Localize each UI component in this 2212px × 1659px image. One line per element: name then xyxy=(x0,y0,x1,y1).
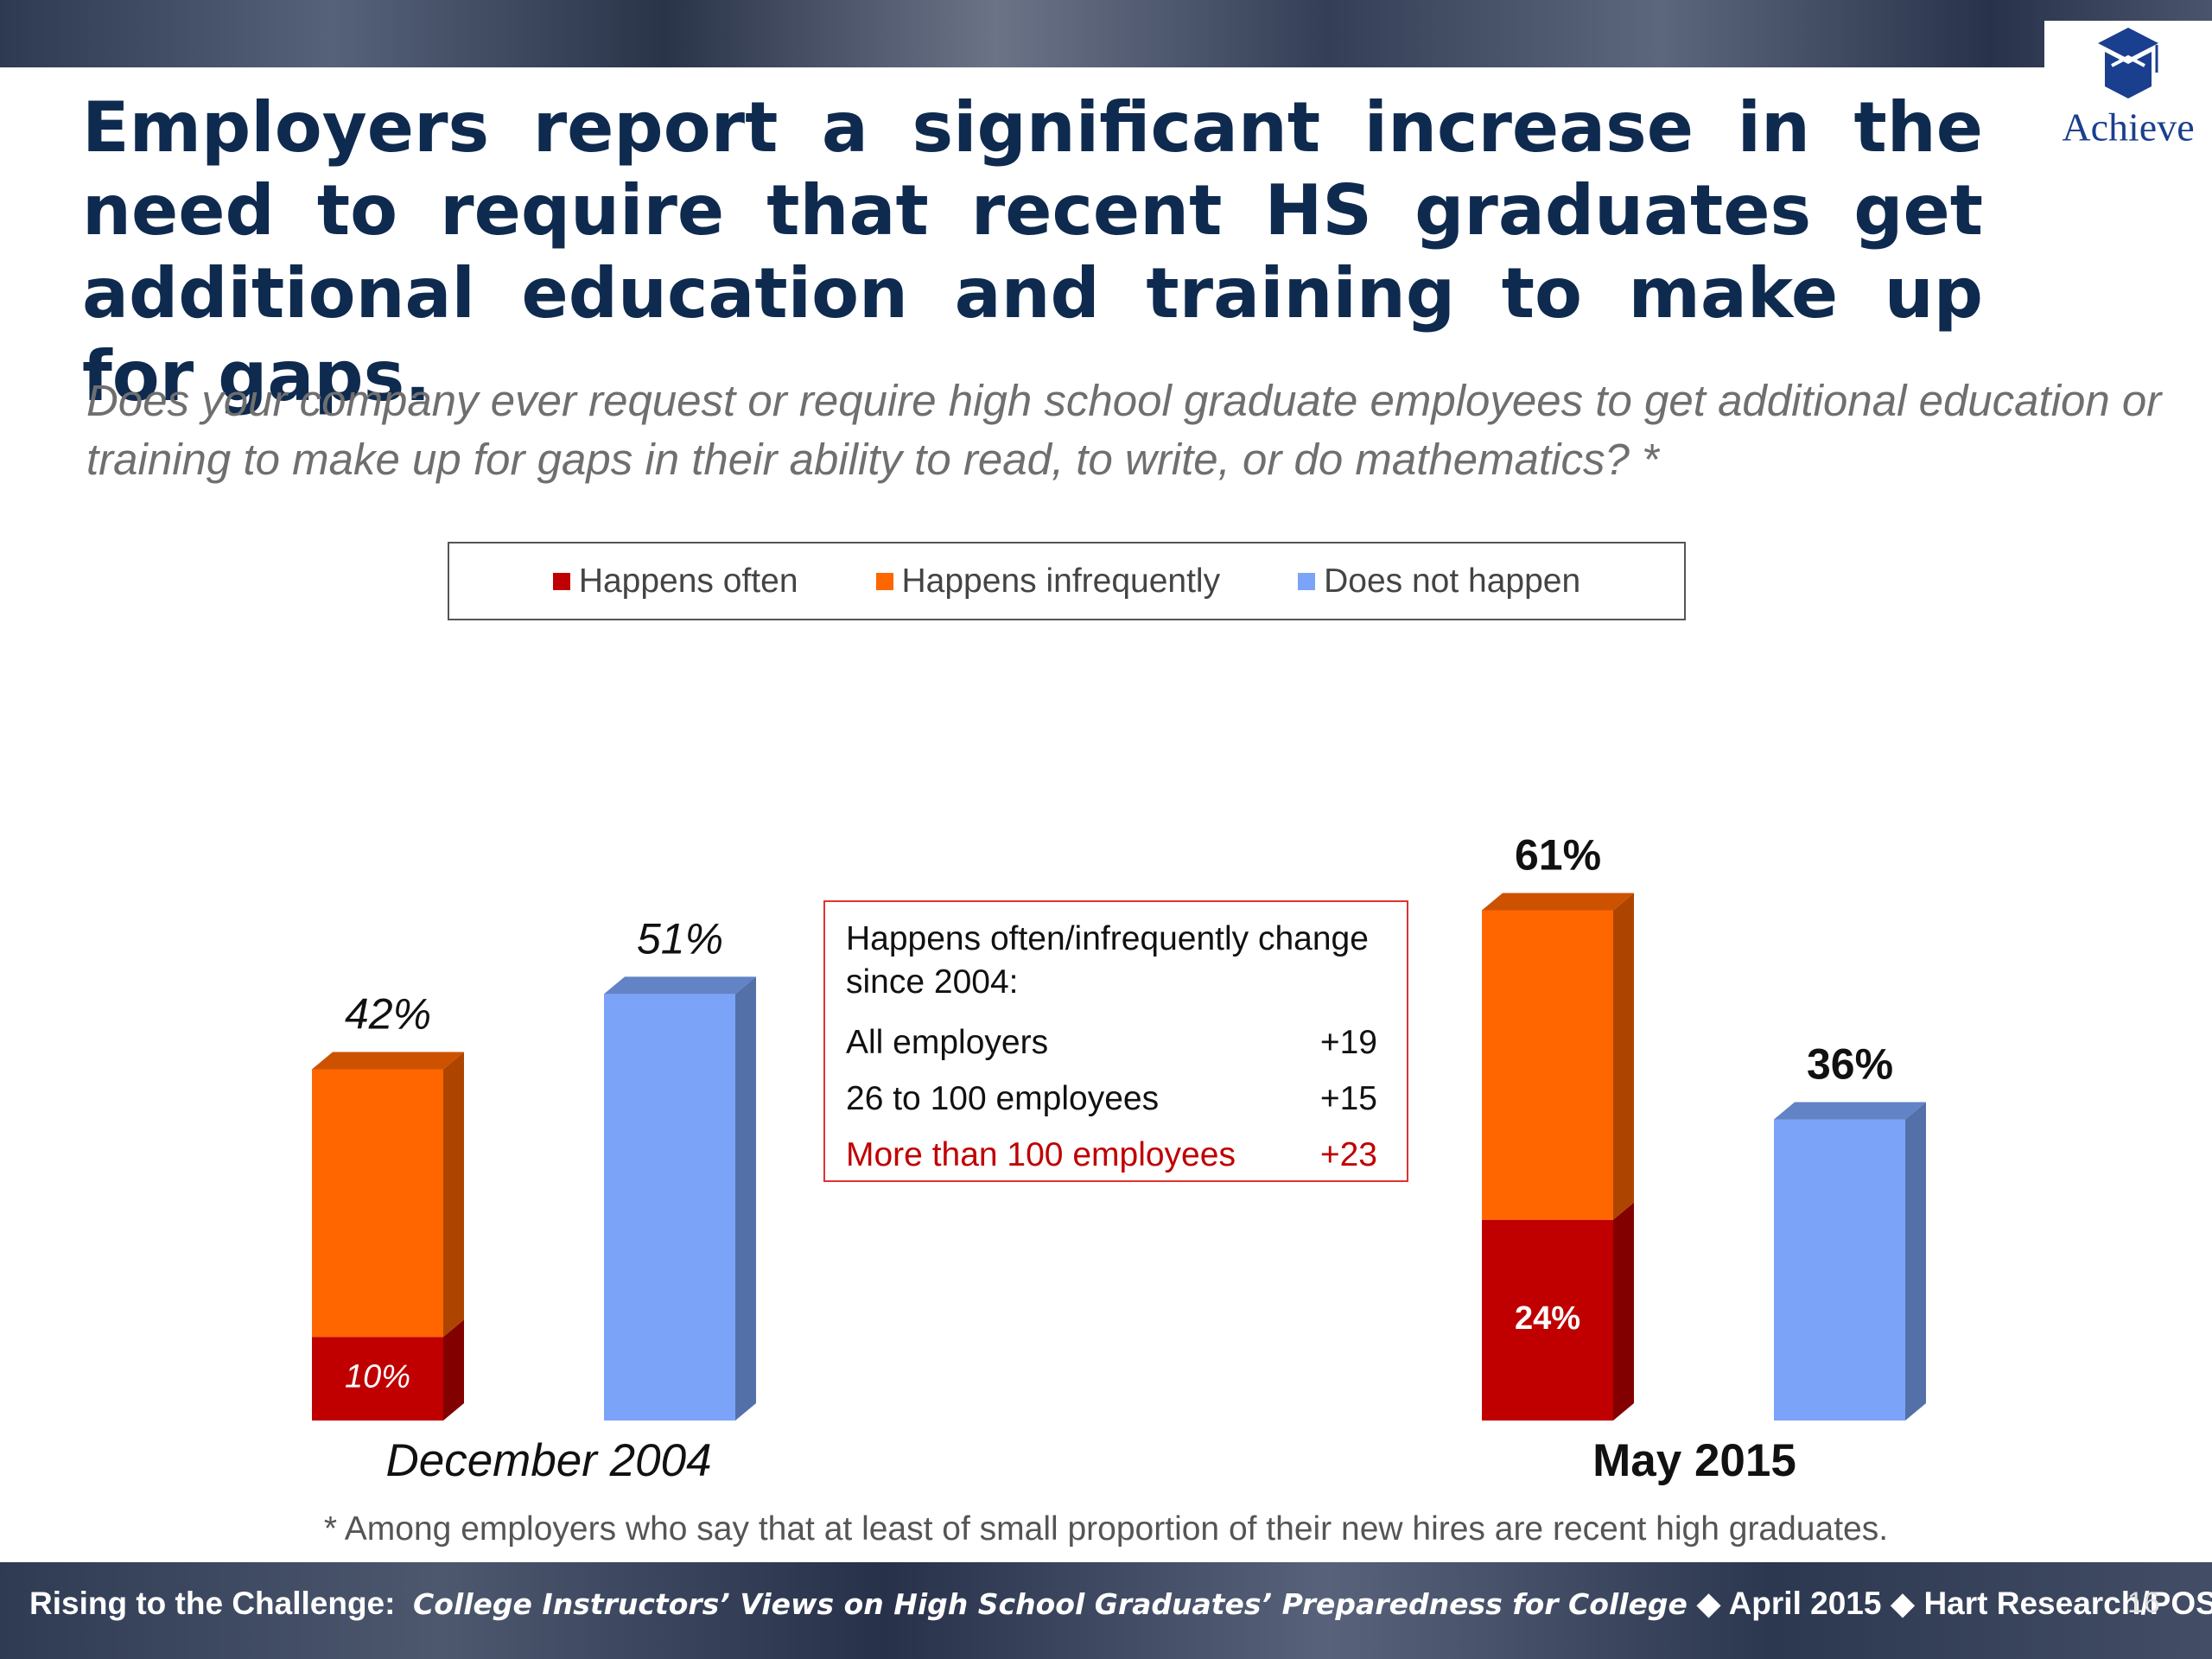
annotation-row: 26 to 100 employees +15 xyxy=(846,1071,1377,1127)
bar-top xyxy=(1774,1102,1926,1120)
annotation-value: +23 xyxy=(1319,1136,1377,1173)
data-label: 24% xyxy=(1515,1300,1580,1337)
legend-swatch xyxy=(1298,572,1316,590)
legend-swatch xyxy=(875,572,893,590)
legend-item: Happens infrequently xyxy=(875,562,1221,601)
footnote: * Among employers who say that at least … xyxy=(323,1510,1889,1548)
category-label: December 2004 xyxy=(385,1435,711,1486)
legend-item: Does not happen xyxy=(1298,563,1580,601)
annotation-label: More than 100 employees xyxy=(846,1136,1236,1173)
logo-mark xyxy=(2111,54,2145,67)
annotation-box: Happens often/infrequently change since … xyxy=(823,900,1408,1182)
bar-front xyxy=(1774,1119,1905,1421)
bar xyxy=(312,1052,464,1338)
legend-label: Happens infrequently xyxy=(901,562,1221,600)
bar-front xyxy=(1482,1219,1613,1421)
total-label: 61% xyxy=(1515,831,1601,880)
category-label: May 2015 xyxy=(1592,1435,1796,1486)
title: Employers report a significant increase … xyxy=(82,87,1983,416)
footer-lead: Rising to the Challenge: xyxy=(29,1586,396,1621)
bar-side xyxy=(443,1319,464,1421)
bar-side xyxy=(443,1052,464,1338)
logo-art: Achieve xyxy=(2062,28,2195,149)
logo-text: Achieve xyxy=(2062,105,2194,149)
bar xyxy=(1482,1202,1634,1421)
bar xyxy=(604,976,756,1421)
subtitle: Does your company ever request or requir… xyxy=(86,376,2162,484)
footer-report: College Instructors’ Views on High Schoo… xyxy=(413,1587,1688,1621)
legend-swatch xyxy=(552,572,570,590)
page-number: 16 xyxy=(2127,1586,2160,1619)
bar-front xyxy=(604,994,735,1421)
header-photo xyxy=(0,0,2212,67)
data-label: 10% xyxy=(345,1359,410,1395)
footer-photo xyxy=(0,1562,2212,1659)
bar xyxy=(1482,893,1634,1220)
bar-front xyxy=(312,1337,443,1421)
logo: Achieve xyxy=(2044,21,2212,152)
logo-cap xyxy=(2098,28,2158,59)
annotation-value: +15 xyxy=(1319,1080,1377,1117)
bar-front xyxy=(1482,910,1613,1220)
annotation-value: +19 xyxy=(1319,1024,1377,1061)
annotation-row: All employers +19 xyxy=(846,1014,1377,1071)
bar-top xyxy=(1482,893,1634,911)
bar xyxy=(1774,1102,1926,1421)
legend-label: Happens often xyxy=(578,562,798,600)
bar-side xyxy=(1905,1102,1926,1421)
annotation-row: More than 100 employees +23 xyxy=(846,1127,1377,1183)
annotation-title: Happens often/infrequently change since … xyxy=(846,920,1369,1001)
legend: Happens often Happens infrequently Does no… xyxy=(448,542,1686,620)
bar-top xyxy=(604,976,756,995)
footer-meta: ◆ April 2015 ◆ Hart Research/POS xyxy=(1696,1586,2212,1621)
bar-side xyxy=(1613,893,1634,1220)
bar-side xyxy=(735,976,756,1421)
legend-item: Happens often xyxy=(552,562,798,601)
annotation-label: 26 to 100 employees xyxy=(846,1080,1160,1117)
total-label: 42% xyxy=(345,990,431,1039)
bar-side xyxy=(1613,1202,1634,1421)
bar xyxy=(312,1319,464,1421)
footer: Rising to the Challenge: College Instruc… xyxy=(29,1585,2212,1622)
bar-front xyxy=(312,1069,443,1338)
legend-label: Does not happen xyxy=(1324,562,1581,600)
annotation-label: All employers xyxy=(846,1024,1049,1061)
data-label: 51% xyxy=(637,915,723,963)
bar-top xyxy=(312,1052,464,1070)
data-label: 36% xyxy=(1807,1040,1893,1089)
